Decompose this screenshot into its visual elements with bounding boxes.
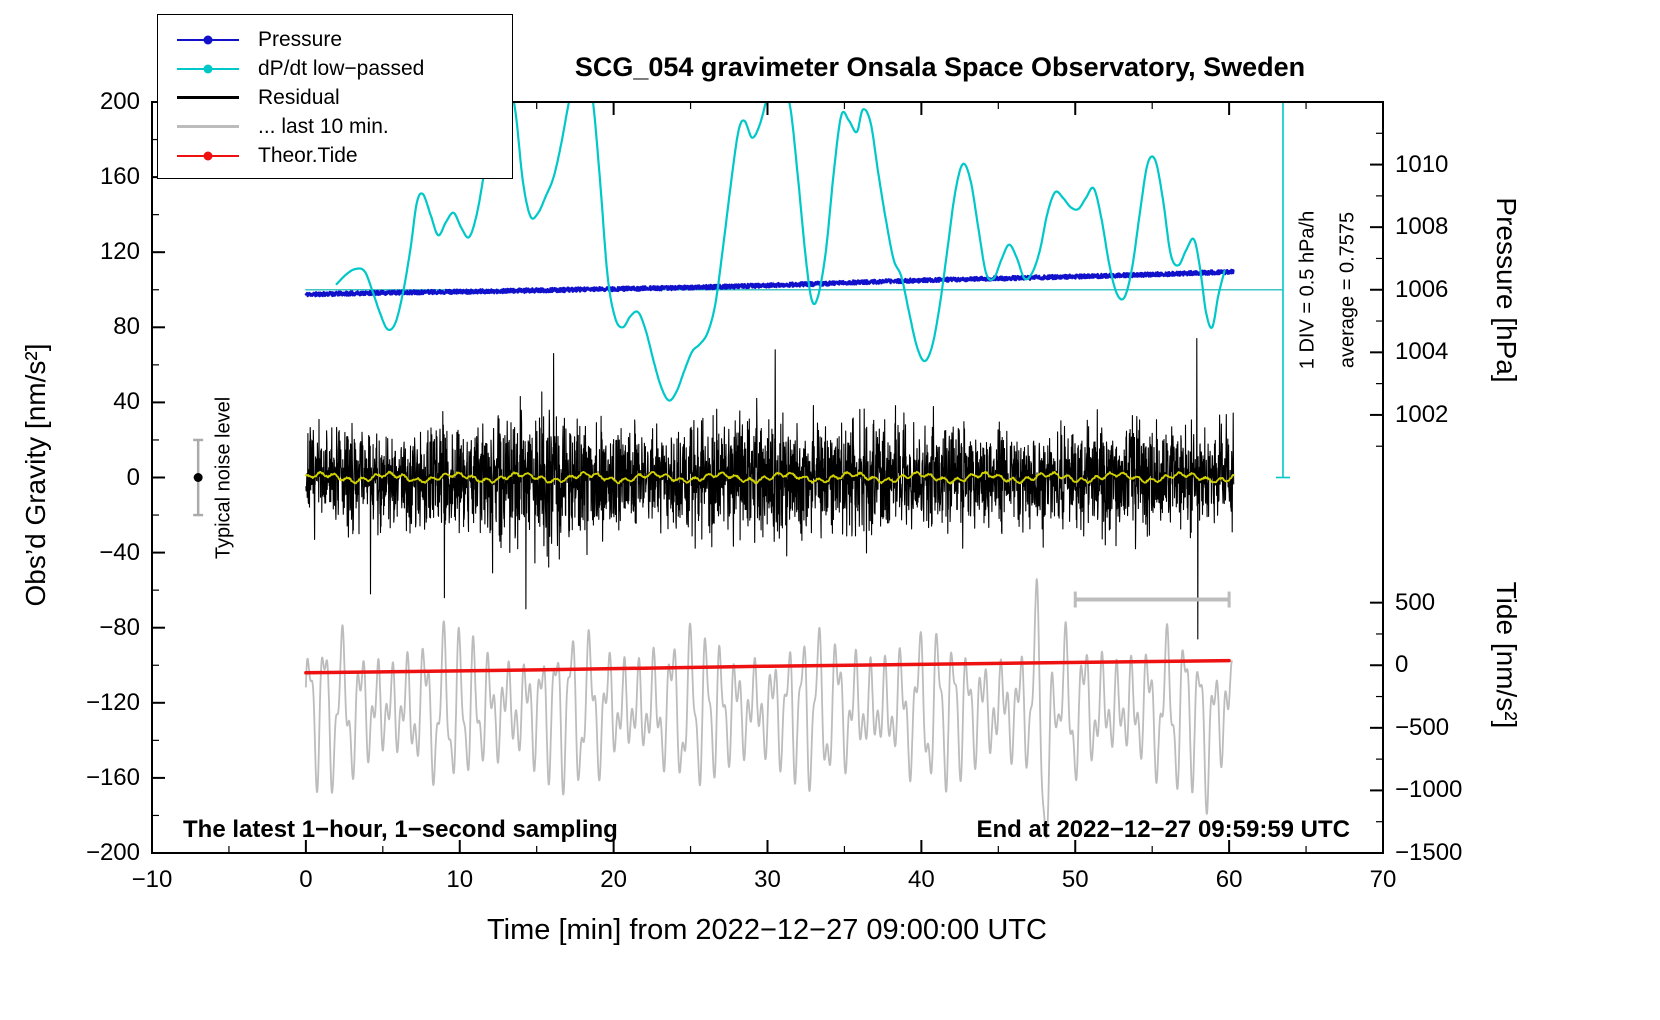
x-tick-label: 40 [908,866,935,893]
y-tick-label-gravity: 40 [113,388,140,416]
y-axis-label-gravity: Obs’d Gravity [nm/s²] [20,343,51,607]
legend-label-dp-dt-low-passed: dP/dt low−passed [258,56,425,80]
y-axis-label-pressure: Pressure [hPa] [1491,197,1522,383]
y-tick-label-gravity: −80 [99,613,140,641]
legend-item-theor-tide: Theor.Tide [158,141,512,170]
y-tick-label-gravity: 0 [126,463,140,491]
legend-marker-theor-tide [158,141,258,170]
y-tick-label-gravity: 80 [113,313,140,341]
legend-marker-dp-dt-low-passed [158,54,258,83]
y-tick-label-pressure: 1008 [1395,213,1449,241]
legend-line-residual [177,96,239,99]
y-tick-label-tide: −1500 [1395,839,1463,866]
legend-marker-pressure [158,25,258,54]
legend-label-pressure: Pressure [258,27,343,51]
x-tick-label: −10 [131,866,173,893]
sampling-note: The latest 1−hour, 1−second sampling [183,816,618,843]
y-axis-label-tide: Tide [nm/s²] [1491,581,1522,729]
x-tick-label: 0 [299,866,313,893]
legend-item-last-10-min: ... last 10 min. [158,112,512,141]
legend: Pressure dP/dt low−passed Residual ... last… [157,14,513,179]
y-tick-label-gravity: −120 [85,688,140,716]
legend-label-last-10-min: ... last 10 min. [258,114,389,138]
y-tick-label-tide: 500 [1395,588,1436,616]
x-tick-label: 20 [600,866,627,893]
series-layer [304,102,1284,839]
div-scale-annotation: 1 DIV = 0.5 hPa/h [1296,210,1319,370]
y-tick-label-gravity: −40 [99,538,140,566]
legend-item-dp-dt-low-passed: dP/dt low−passed [158,54,512,83]
average-annotation: average = 0.7575 [1336,211,1359,369]
legend-label-residual: Residual [258,85,340,109]
legend-line-last-10-min [177,125,239,128]
legend-label-theor-tide: Theor.Tide [258,143,358,167]
y-tick-label-gravity: 200 [99,88,140,115]
y-tick-label-pressure: 1002 [1395,400,1449,428]
y-tick-label-pressure: 1010 [1395,150,1449,178]
x-axis-label: Time [min] from 2022−12−27 09:00:00 UTC [487,914,1047,946]
x-tick-label: 10 [446,866,474,893]
legend-marker-last-10-min [158,112,258,141]
y-tick-label-gravity: 160 [99,163,140,191]
x-tick-label: 30 [754,866,781,893]
y-tick-label-tide: −1000 [1395,776,1463,804]
legend-dot-pressure [203,35,213,44]
x-tick-label: 70 [1369,866,1397,893]
y-tick-label-gravity: −160 [85,763,140,791]
y-tick-label-gravity: −200 [85,839,140,866]
end-time-note: End at 2022−12−27 09:59:59 UTC [976,816,1350,843]
legend-dot-theor-tide [203,151,213,160]
y-tick-label-gravity: 120 [99,238,140,266]
page-title: SCG_054 gravimeter Onsala Space Observat… [574,52,1306,82]
y-tick-label-pressure: 1006 [1395,275,1449,303]
y-tick-label-tide: −500 [1395,713,1450,741]
y-tick-label-tide: 0 [1395,651,1409,679]
x-tick-label: 60 [1215,866,1243,893]
noise-level-label: Typical noise level [212,396,235,560]
noise-level-dot [193,473,203,482]
x-tick-label: 50 [1061,866,1089,893]
legend-item-pressure: Pressure [158,25,512,54]
legend-dot-dp-dt-low-passed [203,64,213,73]
legend-item-residual: Residual [158,83,512,112]
y-tick-label-pressure: 1004 [1395,338,1449,366]
legend-marker-residual [158,83,258,112]
